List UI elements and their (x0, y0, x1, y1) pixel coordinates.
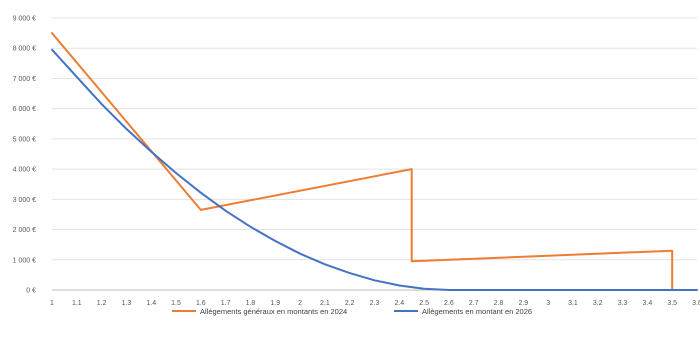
y-tick-label: 1 000 € (13, 257, 36, 264)
x-tick-label: 1.3 (122, 300, 132, 307)
y-tick-label: 6 000 € (13, 106, 36, 113)
x-tick-label: 2.2 (345, 300, 355, 307)
x-tick-label: 2.7 (469, 300, 479, 307)
y-tick-label: 2 000 € (13, 227, 36, 234)
y-tick-label: 5 000 € (13, 136, 36, 143)
x-tick-label: 3.3 (618, 300, 628, 307)
x-tick-label: 1.1 (72, 300, 82, 307)
x-tick-label: 1.4 (146, 300, 156, 307)
series-line-0 (51, 32, 674, 291)
x-tick-label: 3.1 (568, 300, 578, 307)
x-tick-label: 2 (298, 300, 302, 307)
x-tick-label: 3 (546, 300, 550, 307)
x-tick-label: 1.8 (246, 300, 256, 307)
x-tick-label: 3.4 (643, 300, 653, 307)
legend: Allègements généraux en montants en 2024… (172, 307, 532, 316)
x-tick-label: 1 (50, 300, 54, 307)
y-tick-label: 0 € (26, 288, 36, 295)
y-tick-label: 3 000 € (13, 197, 36, 204)
x-tick-label: 2.8 (494, 300, 504, 307)
y-tick-label: 9 000 € (13, 16, 36, 23)
series-line-1 (51, 48, 698, 291)
y-axis-tick-labels: 0 € 1 000 € 2 000 € 3 000 € 4 000 € 5 000 € 6 … (13, 16, 36, 295)
x-tick-label: 2.1 (320, 300, 330, 307)
y-tick-label: 8 000 € (13, 46, 36, 53)
legend-label-2026: Allègements en montant en 2026 (422, 307, 532, 316)
x-tick-label: 3.5 (667, 300, 677, 307)
x-tick-label: 3.6 (692, 300, 700, 307)
x-tick-label: 2.3 (370, 300, 380, 307)
x-tick-label: 1.9 (270, 300, 280, 307)
gridlines (52, 17, 697, 291)
legend-label-2024: Allègements généraux en montants en 2024 (200, 307, 347, 316)
x-tick-label: 1.7 (221, 300, 231, 307)
x-tick-label: 2.4 (394, 300, 404, 307)
x-tick-label: 1.5 (171, 300, 181, 307)
x-tick-label: 1.6 (196, 300, 206, 307)
x-tick-label: 1.2 (97, 300, 107, 307)
series-lines (51, 32, 698, 291)
y-tick-label: 4 000 € (13, 167, 36, 174)
x-tick-label: 2.5 (419, 300, 429, 307)
y-tick-label: 7 000 € (13, 76, 36, 83)
x-axis-tick-labels: 1 1.1 1.2 1.3 1.4 1.5 1.6 1.7 1.8 1.9 2 2.1 2.2 2.3 2.… (50, 300, 700, 307)
x-tick-label: 2.9 (518, 300, 528, 307)
x-tick-label: 2.6 (444, 300, 454, 307)
x-tick-label: 3.2 (593, 300, 603, 307)
